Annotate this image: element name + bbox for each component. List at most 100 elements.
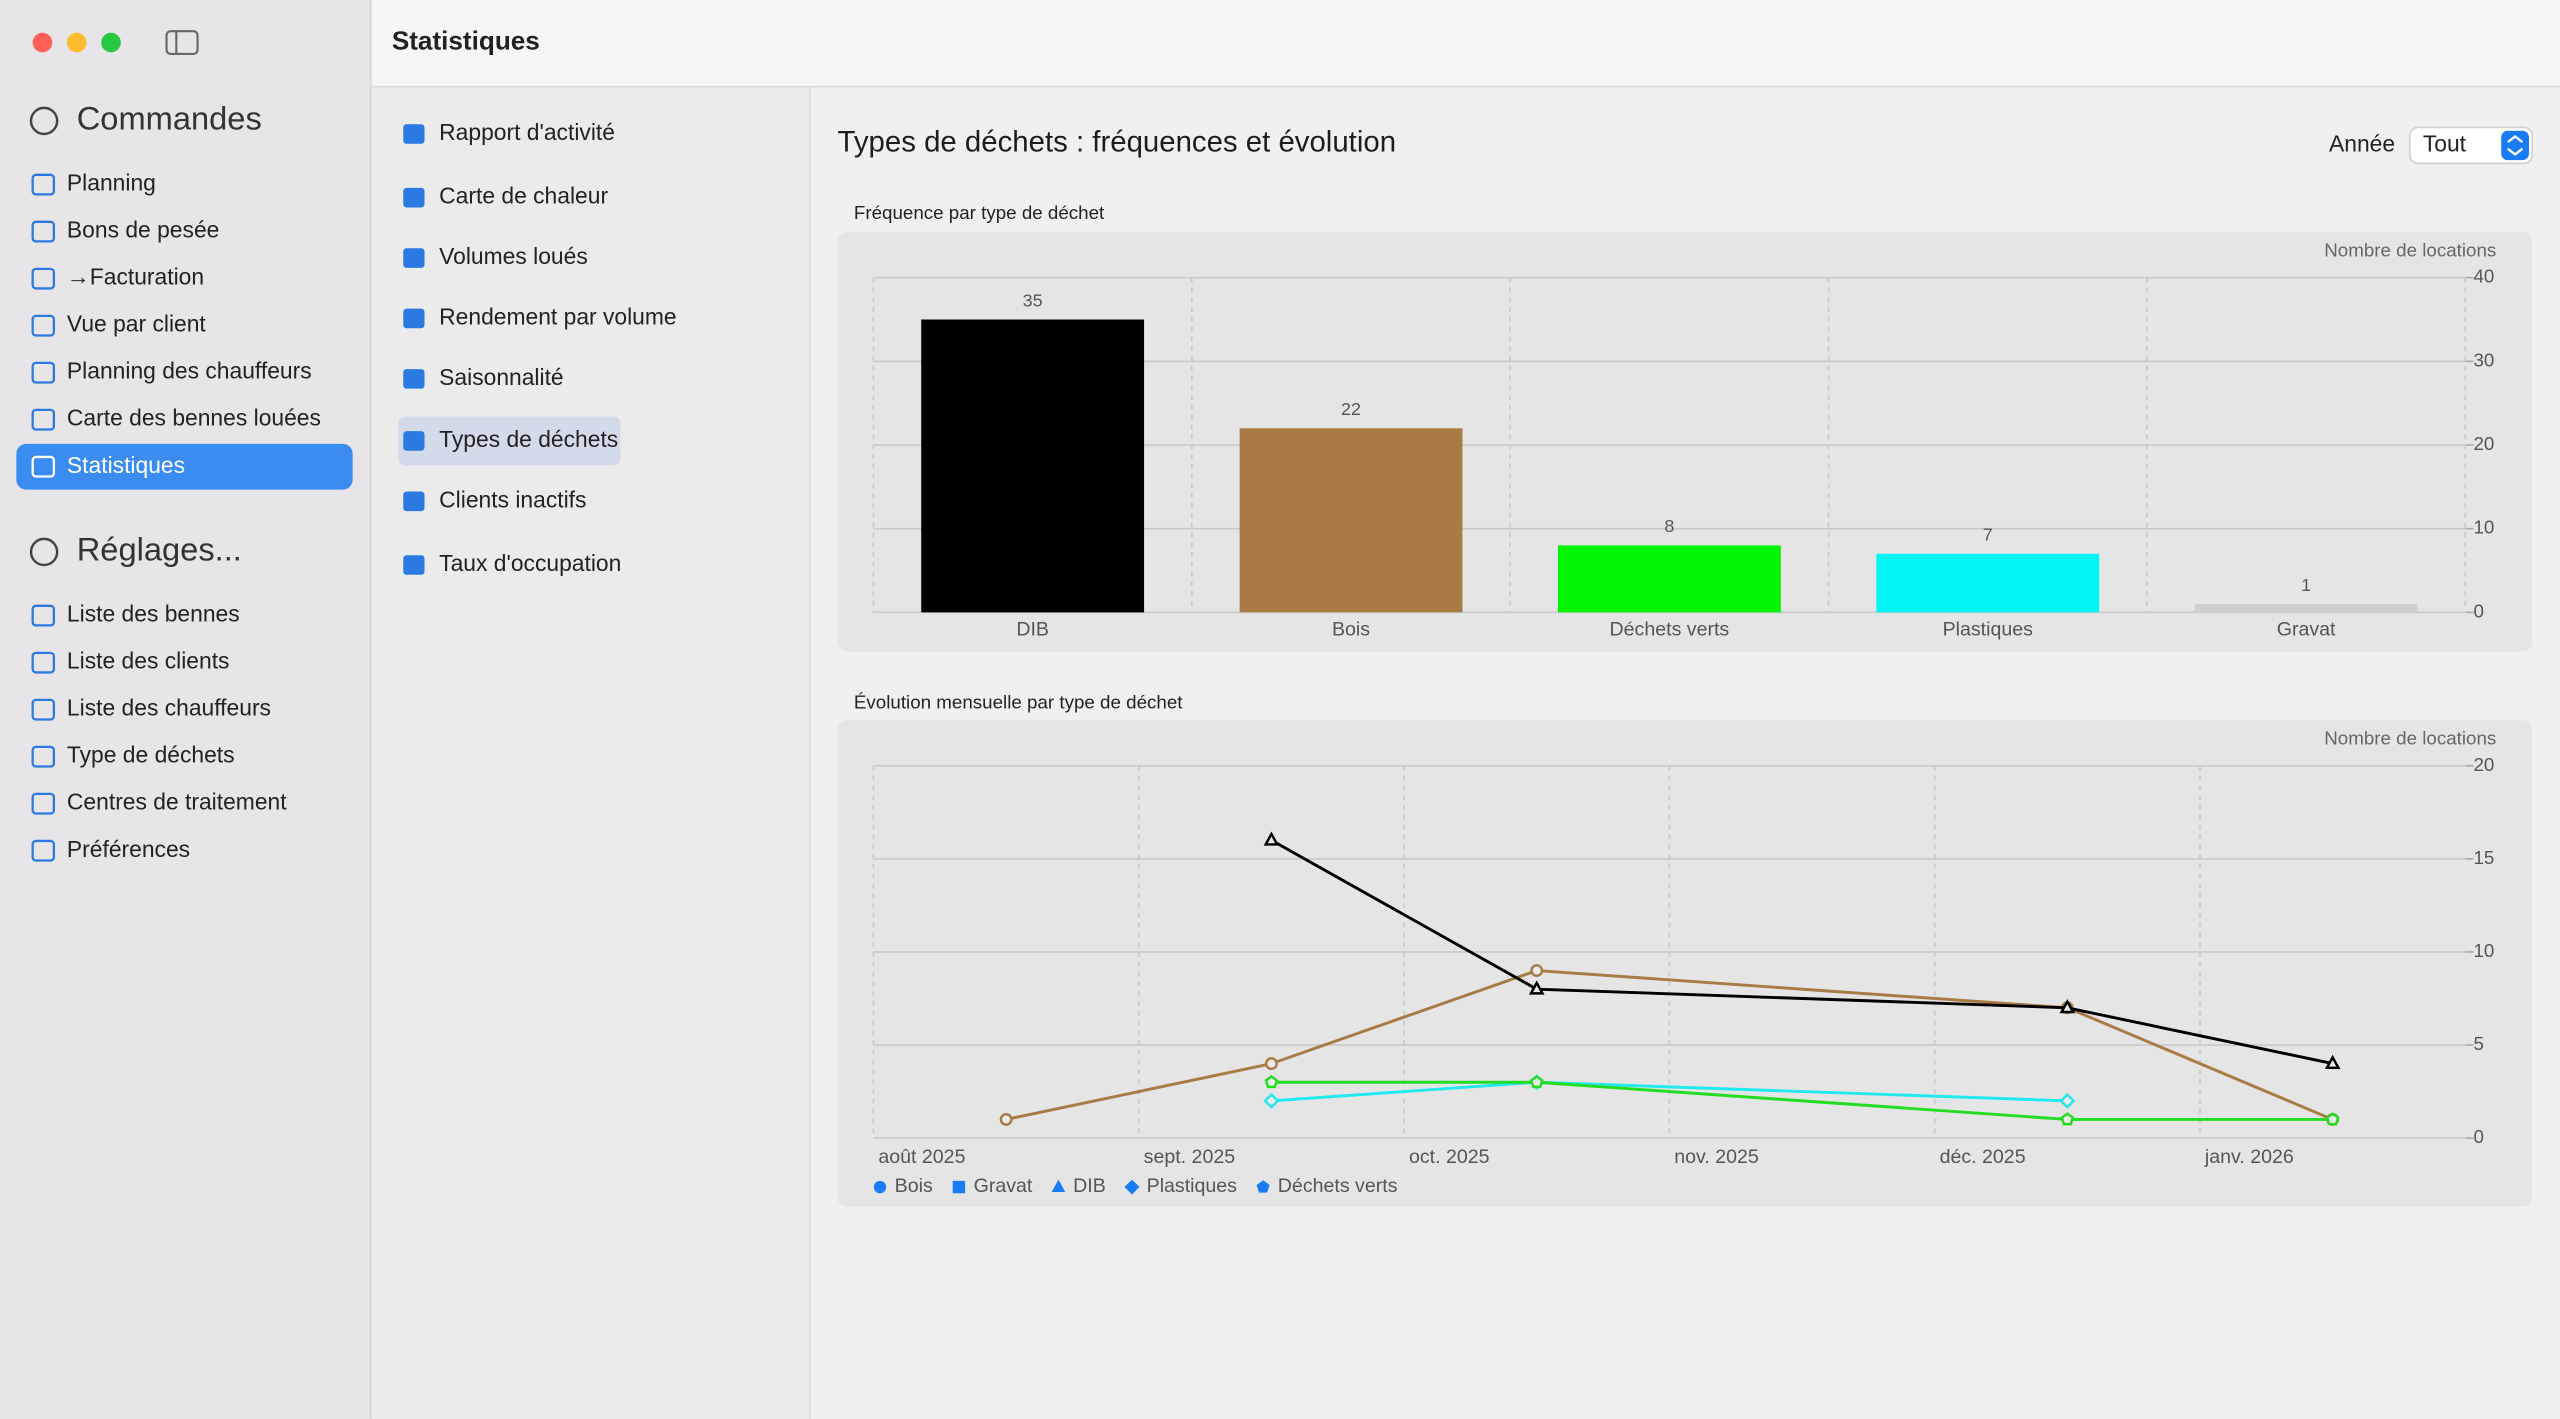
y-axis-title: Nombre de locations <box>2324 239 2496 260</box>
legend-label: DIB <box>1073 1175 1106 1197</box>
year-select[interactable] <box>2408 126 2534 165</box>
x-tick-label: janv. 2026 <box>2204 1146 2294 1168</box>
subnav-item[interactable]: Volumes loués <box>439 243 588 269</box>
y-tick-label: 10 <box>2473 940 2494 961</box>
legend-symbol <box>952 1180 966 1194</box>
marker <box>2059 1092 2076 1109</box>
y-tick-label: 20 <box>2473 433 2494 454</box>
subnav-item[interactable]: Saisonnalité <box>439 364 563 390</box>
item-icon <box>403 369 425 389</box>
legend-label: Déchets verts <box>1278 1175 1398 1197</box>
item-icon <box>31 651 56 674</box>
close-button[interactable] <box>32 32 53 53</box>
sidebar-item[interactable]: Bons de pesée <box>67 217 219 243</box>
y-tick-label: 0 <box>2473 1126 2483 1147</box>
line <box>1271 1080 2333 1121</box>
sidebar-item[interactable]: Planning des chauffeurs <box>67 358 312 384</box>
item-icon <box>31 604 56 627</box>
legend-label: Gravat <box>974 1175 1033 1197</box>
bar <box>921 319 1145 613</box>
sidebar-item[interactable]: Préférences <box>67 836 190 862</box>
data-label: 8 <box>1664 516 1674 536</box>
item-icon <box>31 267 56 290</box>
y-tick-label: 5 <box>2473 1033 2483 1054</box>
y-tick-label: 0 <box>2473 600 2483 621</box>
sidebar-item[interactable]: →Facturation <box>67 264 204 290</box>
item-icon <box>403 248 425 268</box>
section-title: Réglages... <box>77 531 242 568</box>
item-icon <box>31 220 56 243</box>
y-tick-label: 30 <box>2473 349 2494 370</box>
legend-label: Plastiques <box>1147 1175 1238 1197</box>
sidebar-item[interactable]: Type de déchets <box>67 742 235 768</box>
item-icon <box>403 187 425 208</box>
sidebar <box>0 0 371 1419</box>
marker <box>1264 1074 1279 1089</box>
item-icon <box>31 698 56 721</box>
legend-symbol <box>873 1180 887 1194</box>
sidebar-item[interactable]: Statistiques <box>67 452 185 478</box>
sidebar-item[interactable]: Liste des bennes <box>67 601 240 627</box>
toolbar <box>372 0 2560 87</box>
item-icon <box>403 491 425 512</box>
item-icon <box>31 455 56 478</box>
subnav-item[interactable]: Taux d'occupation <box>439 550 621 576</box>
x-tick-label: sept. 2025 <box>1144 1146 1236 1168</box>
x-tick-label: Gravat <box>2277 618 2336 640</box>
bar <box>1239 428 1463 613</box>
x-tick-label: nov. 2025 <box>1674 1146 1759 1168</box>
filter-value[interactable]: Tout <box>2423 130 2467 156</box>
x-tick-label: Bois <box>1332 618 1370 640</box>
subnav-item[interactable]: Rapport d'activité <box>439 119 615 145</box>
x-tick-label: août 2025 <box>878 1146 965 1168</box>
marker <box>2325 1112 2340 1126</box>
x-tick-label: oct. 2025 <box>1409 1146 1490 1168</box>
zoom-button[interactable] <box>101 32 121 53</box>
section-icon <box>29 106 59 136</box>
legend-symbol <box>1051 1179 1066 1193</box>
item-icon <box>31 745 56 768</box>
subnav-item[interactable]: Clients inactifs <box>439 486 586 512</box>
marker <box>2324 1054 2341 1070</box>
data-label: 7 <box>1983 525 1993 545</box>
x-tick-label: Déchets verts <box>1610 618 1730 640</box>
item-icon <box>31 314 56 337</box>
sidebar-item[interactable]: Planning <box>67 170 156 196</box>
subnav-panel <box>370 86 810 1419</box>
bar <box>1557 545 1781 613</box>
marker <box>2059 998 2076 1014</box>
sidebar-toggle[interactable] <box>165 30 199 56</box>
sidebar-item[interactable]: Liste des clients <box>67 648 230 674</box>
marker <box>1530 964 1544 978</box>
chart-title: Évolution mensuelle par type de déchet <box>854 692 1183 713</box>
subnav-item[interactable]: Carte de chaleur <box>439 183 608 209</box>
sidebar-item[interactable]: Liste des chauffeurs <box>67 695 271 721</box>
item-icon <box>31 839 56 862</box>
selected-highlight <box>398 416 621 466</box>
sidebar-item[interactable]: Carte des bennes louées <box>67 405 321 431</box>
marker <box>1529 1074 1544 1089</box>
marker <box>1263 1092 1280 1109</box>
legend-label: Bois <box>895 1175 933 1197</box>
x-tick-label: déc. 2025 <box>1940 1146 2026 1168</box>
data-label: 35 <box>1023 290 1043 310</box>
item-icon <box>31 792 56 815</box>
line <box>1270 838 2333 1066</box>
item-icon <box>31 408 56 431</box>
y-axis-title: Nombre de locations <box>2324 728 2496 749</box>
window-title: Statistiques <box>392 25 540 55</box>
chart-title: Fréquence par type de déchet <box>854 202 1105 223</box>
sidebar-item[interactable]: Vue par client <box>67 311 206 337</box>
minimize-button[interactable] <box>66 32 87 53</box>
section-icon <box>29 537 59 567</box>
subnav-item[interactable]: Rendement par volume <box>439 304 676 330</box>
legend-symbol <box>1124 1179 1140 1195</box>
y-tick-label: 10 <box>2473 517 2494 538</box>
subnav-item[interactable]: Types de déchets <box>439 426 618 452</box>
marker <box>1264 1057 1278 1071</box>
y-tick-label: 40 <box>2473 266 2494 287</box>
sidebar-item[interactable]: Centres de traitement <box>67 789 287 815</box>
y-tick-label: 20 <box>2473 754 2494 775</box>
bar <box>2194 603 2418 613</box>
